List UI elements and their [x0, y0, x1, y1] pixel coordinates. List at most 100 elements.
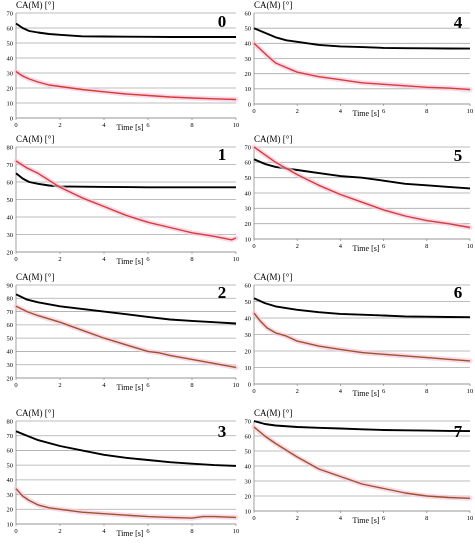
y-tick-label: 70 — [7, 309, 14, 316]
y-tick-label: 10 — [245, 236, 252, 243]
y-tick-label: 50 — [245, 25, 252, 32]
y-tick-label: 30 — [7, 232, 14, 239]
y-tick-label: 40 — [245, 463, 252, 470]
y-tick-label: 30 — [7, 70, 14, 77]
series-halo — [251, 310, 473, 364]
y-tick-label: 30 — [245, 332, 252, 339]
x-tick-label: 10 — [467, 515, 474, 522]
y-tick-label: 60 — [7, 448, 14, 455]
x-tick-label: 6 — [382, 388, 386, 395]
y-axis-label: CA(M) [°] — [254, 0, 292, 10]
y-tick-label: 10 — [245, 508, 252, 515]
series-line-0 — [15, 293, 237, 325]
x-tick-label: 8 — [190, 382, 193, 389]
x-tick-label: 6 — [146, 256, 150, 263]
series-line-0 — [253, 158, 471, 190]
x-tick-label: 8 — [190, 122, 193, 129]
x-tick-label: 4 — [102, 122, 106, 129]
panel-label: 4 — [454, 13, 463, 32]
series-line-1 — [15, 488, 237, 519]
y-tick-label: 80 — [7, 418, 14, 425]
panel-label: 5 — [454, 146, 463, 165]
x-tick-label: 4 — [102, 256, 106, 263]
x-tick-label: 6 — [382, 515, 386, 522]
y-tick-label: 20 — [7, 85, 14, 92]
y-tick-label: 40 — [7, 349, 14, 356]
x-tick-label: 6 — [382, 108, 386, 115]
series-line-0 — [15, 22, 236, 38]
x-tick-label: 4 — [102, 528, 106, 535]
x-axis-label: Time [s] — [116, 123, 143, 132]
x-tick-label: 8 — [425, 515, 428, 522]
y-tick-label: 40 — [245, 190, 252, 197]
y-tick-label: 10 — [245, 86, 252, 93]
x-tick-label: 10 — [233, 382, 240, 389]
y-tick-label: 10 — [245, 365, 252, 372]
panel-label: 0 — [218, 12, 227, 31]
x-tick-label: 8 — [425, 108, 428, 115]
x-tick-label: 8 — [425, 243, 428, 250]
series-line-1 — [15, 160, 237, 241]
y-tick-label: 0 — [10, 115, 13, 122]
y-tick-label: 10 — [7, 521, 14, 528]
x-tick-label: 6 — [146, 382, 150, 389]
y-tick-label: 40 — [7, 477, 14, 484]
x-tick-label: 10 — [467, 243, 474, 250]
x-tick-label: 8 — [190, 528, 193, 535]
y-tick-label: 60 — [7, 25, 14, 32]
panel-label: 6 — [454, 283, 463, 302]
x-tick-label: 6 — [146, 528, 150, 535]
y-axis-label: CA(M) [°] — [254, 408, 292, 418]
y-tick-label: 40 — [7, 55, 14, 62]
y-tick-label: 20 — [245, 493, 252, 500]
x-tick-label: 10 — [233, 528, 240, 535]
y-tick-label: 50 — [7, 462, 14, 469]
x-tick-label: 4 — [339, 515, 343, 522]
y-tick-label: 30 — [245, 206, 252, 213]
y-axis-label: CA(M) [°] — [16, 0, 54, 10]
y-tick-label: 0 — [248, 381, 251, 388]
x-tick-label: 0 — [14, 256, 17, 263]
series-halo — [251, 144, 473, 230]
y-tick-label: 50 — [245, 175, 252, 182]
y-tick-label: 50 — [245, 448, 252, 455]
y-axis-label: CA(M) [°] — [254, 272, 292, 282]
series-line-1 — [253, 426, 471, 499]
series-line-0 — [253, 420, 471, 433]
y-tick-label: 60 — [245, 282, 252, 289]
y-axis-label: CA(M) [°] — [16, 408, 54, 418]
x-tick-label: 0 — [252, 243, 255, 250]
x-tick-label: 2 — [58, 122, 61, 129]
y-tick-label: 20 — [7, 375, 14, 382]
series-halo — [13, 303, 239, 370]
y-axis-label: CA(M) [°] — [254, 134, 292, 144]
y-tick-label: 20 — [7, 507, 14, 514]
y-tick-label: 70 — [245, 144, 252, 151]
y-tick-label: 80 — [7, 296, 14, 303]
series-line-0 — [253, 297, 471, 319]
x-tick-label: 8 — [190, 256, 193, 263]
x-tick-label: 2 — [296, 108, 299, 115]
x-axis-label: Time [s] — [116, 529, 143, 538]
y-axis-label: CA(M) [°] — [16, 272, 54, 282]
series-line-1 — [253, 146, 471, 229]
x-axis-label: Time [s] — [352, 516, 379, 525]
y-tick-label: 30 — [7, 362, 14, 369]
series-line-0 — [15, 430, 237, 467]
y-tick-label: 90 — [7, 282, 14, 289]
x-axis-label: Time [s] — [116, 383, 143, 392]
x-axis-label: Time [s] — [116, 257, 143, 266]
x-tick-label: 10 — [233, 122, 240, 129]
series-line-1 — [15, 70, 237, 101]
x-tick-label: 4 — [339, 388, 343, 395]
y-tick-label: 60 — [7, 179, 14, 186]
x-tick-label: 0 — [252, 515, 255, 522]
x-tick-label: 0 — [14, 528, 17, 535]
y-tick-label: 40 — [245, 315, 252, 322]
y-tick-label: 30 — [245, 56, 252, 63]
x-tick-label: 0 — [252, 388, 255, 395]
y-tick-label: 20 — [245, 348, 252, 355]
x-tick-label: 4 — [339, 108, 343, 115]
panel-label: 1 — [218, 145, 227, 164]
y-tick-label: 60 — [7, 322, 14, 329]
